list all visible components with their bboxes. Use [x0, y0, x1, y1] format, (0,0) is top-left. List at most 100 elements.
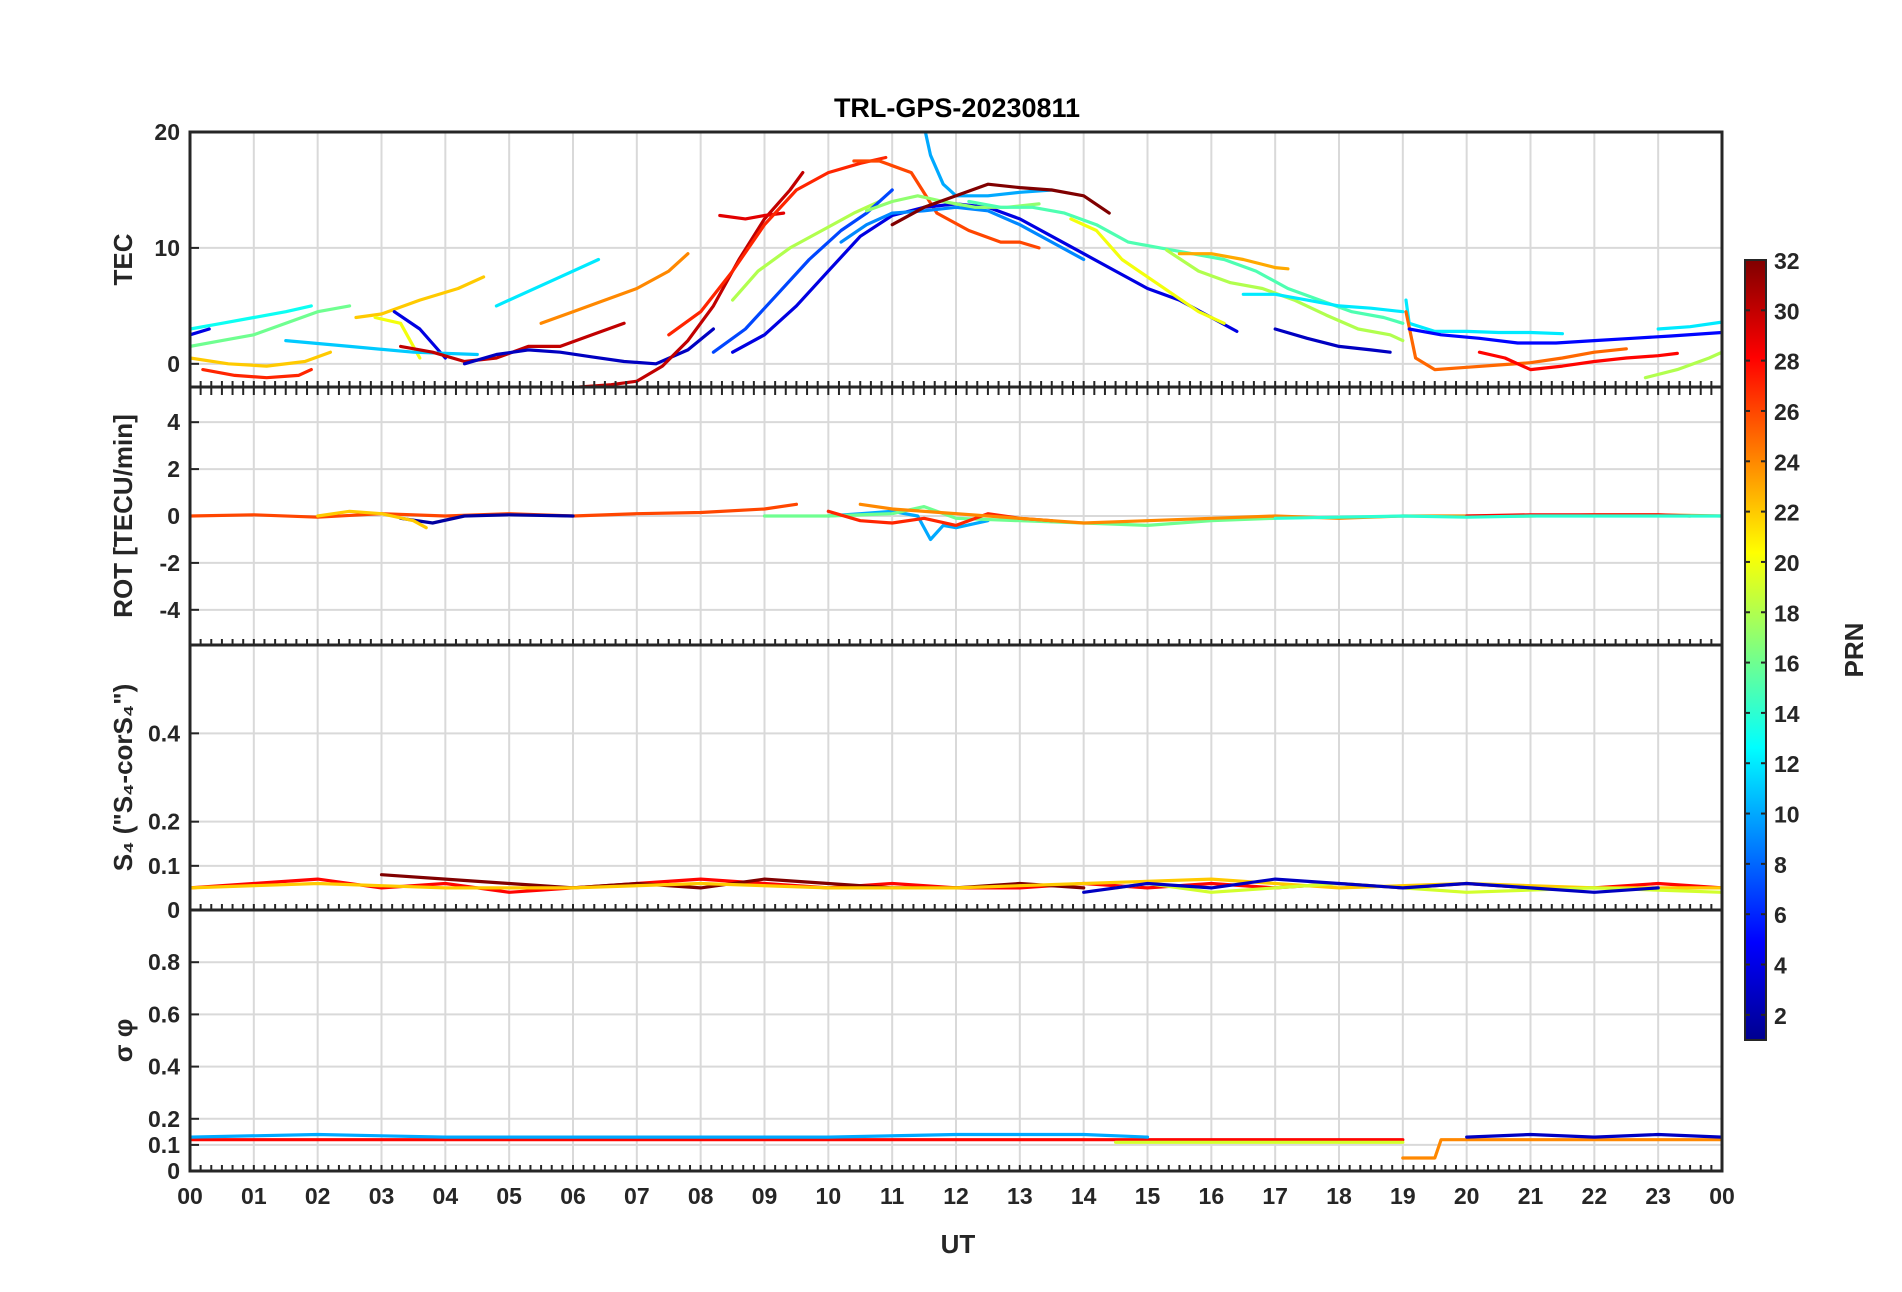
x-tick-label: 20: [1454, 1183, 1480, 1209]
series-line-prn-18: [731, 199, 881, 302]
x-tick-label: 07: [624, 1183, 650, 1209]
series-line-prn-22: [354, 275, 486, 320]
x-tick-label: 15: [1135, 1183, 1161, 1209]
colorbar-tick-label: 12: [1774, 751, 1800, 777]
series-line-prn-3: [1465, 1132, 1722, 1139]
x-tick-label: 21: [1518, 1183, 1544, 1209]
colorbar-tick-label: 6: [1774, 902, 1787, 928]
y-tick-label: -4: [160, 597, 181, 623]
x-tick-label: 05: [496, 1183, 522, 1209]
series-line-prn-7: [711, 188, 894, 354]
panel-4-traces: [190, 1132, 1722, 1160]
x-tick-label: 08: [688, 1183, 714, 1209]
x-tick-label: 11: [880, 1183, 905, 1209]
series-line-prn-22: [190, 350, 332, 368]
x-tick-label: 14: [1071, 1183, 1097, 1209]
y-tick-label: 0.8: [148, 949, 180, 975]
colorbar-tick-label: 22: [1774, 500, 1800, 526]
x-tick-label: 16: [1199, 1183, 1225, 1209]
series-line-prn-13: [190, 304, 313, 331]
colorbar-tick-label: 14: [1774, 701, 1800, 727]
series-line-prn-24: [539, 252, 690, 325]
colorbar-tick-label: 32: [1774, 248, 1800, 274]
y-tick-label: 0.2: [148, 809, 180, 835]
y-tick-label: 0: [167, 503, 180, 529]
series-line-prn-4: [190, 327, 211, 337]
colorbar-tick-label: 24: [1774, 449, 1800, 475]
y-axis-label: S₄ ("S₄-corS₄"): [108, 684, 138, 872]
series-line-prn-14: [1273, 514, 1722, 520]
x-tick-label: 19: [1390, 1183, 1416, 1209]
panel-4: 00.10.2 0.4 0.6 0.8 σ φ: [108, 908, 1724, 1184]
series-line-prn-20: [1069, 217, 1226, 325]
series-line-prn-25: [1404, 310, 1628, 372]
colorbar-tick-label: 30: [1774, 298, 1800, 324]
y-tick-label: 20: [154, 119, 180, 145]
y-tick-label: 0.1: [148, 853, 180, 879]
series-line-prn-12: [1656, 320, 1722, 331]
series-line-prn-12: [494, 257, 601, 308]
series-line-prn-10: [190, 1132, 1150, 1139]
x-tick-label: 10: [816, 1183, 842, 1209]
series-line-prn-28: [1477, 350, 1679, 372]
colorbar-tick-label: 4: [1774, 953, 1787, 979]
series-line-prn-11: [284, 339, 479, 357]
series-line-prn-22: [316, 509, 428, 530]
colorbar-tick-label: 26: [1774, 399, 1800, 425]
x-tick-label: 06: [560, 1183, 586, 1209]
colorbar-tick-label: 20: [1774, 550, 1800, 576]
series-line-prn-3: [462, 327, 715, 366]
series-line-prn-27: [667, 155, 888, 337]
colorbar-scale: [1744, 259, 1767, 1041]
y-tick-label: 0.1: [148, 1132, 180, 1158]
series-line-prn-32: [890, 182, 1111, 227]
series-line-prn-18: [1643, 350, 1722, 380]
series-line-prn-16: [762, 505, 1277, 527]
y-tick-label: 2: [167, 456, 180, 482]
y-tick-label: 10: [154, 235, 180, 261]
series-line-prn-26: [852, 159, 1041, 250]
y-tick-label: -2: [160, 550, 180, 576]
colorbar-tick-label: 18: [1774, 600, 1800, 626]
colorbar-tick-label: 8: [1774, 852, 1787, 878]
series-line-prn-23: [1177, 252, 1290, 271]
y-axis-label: σ φ: [108, 1019, 138, 1063]
series-line-prn-9: [839, 205, 1086, 262]
x-tick-label: 22: [1582, 1183, 1608, 1209]
series-line-prn-20: [373, 315, 422, 360]
series-line-prn-30: [577, 171, 805, 387]
series-line-prn-18: [1165, 248, 1405, 343]
series-line-prn-27: [201, 368, 313, 380]
x-tick-label: 13: [1007, 1183, 1033, 1209]
x-tick-label: 18: [1326, 1183, 1352, 1209]
y-axis-label: ROT [TECU/min]: [108, 414, 138, 618]
series-line-prn-2: [399, 513, 575, 525]
y-tick-label: 0: [167, 351, 180, 377]
series-line-prn-3: [1273, 327, 1392, 354]
y-tick-label: 0.2: [148, 1106, 180, 1132]
chart-title: TRL-GPS-20230811: [834, 93, 1080, 123]
panel-3-traces: [190, 873, 1722, 894]
y-tick-label: 0.4: [148, 720, 180, 746]
panel-3: 0 0.1 0.2 0.4 S₄ ("S₄-corS₄"): [108, 643, 1724, 923]
y-axis-label: TEC: [108, 233, 138, 285]
colorbar-tick-label: 28: [1774, 349, 1800, 375]
series-line-prn-3: [1082, 877, 1660, 894]
panel-4-frame: [188, 908, 1724, 1173]
series-line-prn-4: [392, 310, 447, 360]
series-line-prn-12: [1241, 292, 1405, 314]
x-tick-label: 02: [305, 1183, 331, 1209]
x-tick-label: 23: [1645, 1183, 1671, 1209]
colorbar-tick-label: 2: [1774, 1003, 1787, 1029]
x-tick-label: 00: [1709, 1183, 1735, 1209]
x-tick-label: 09: [752, 1183, 778, 1209]
panel-1-traces: [190, 132, 1722, 387]
colorbar-label: PRN: [1839, 623, 1869, 678]
x-tick-label: 03: [369, 1183, 395, 1209]
x-tick-label: 00: [177, 1183, 203, 1209]
x-tick-label: 17: [1262, 1183, 1288, 1209]
series-line-prn-16: [190, 304, 352, 348]
